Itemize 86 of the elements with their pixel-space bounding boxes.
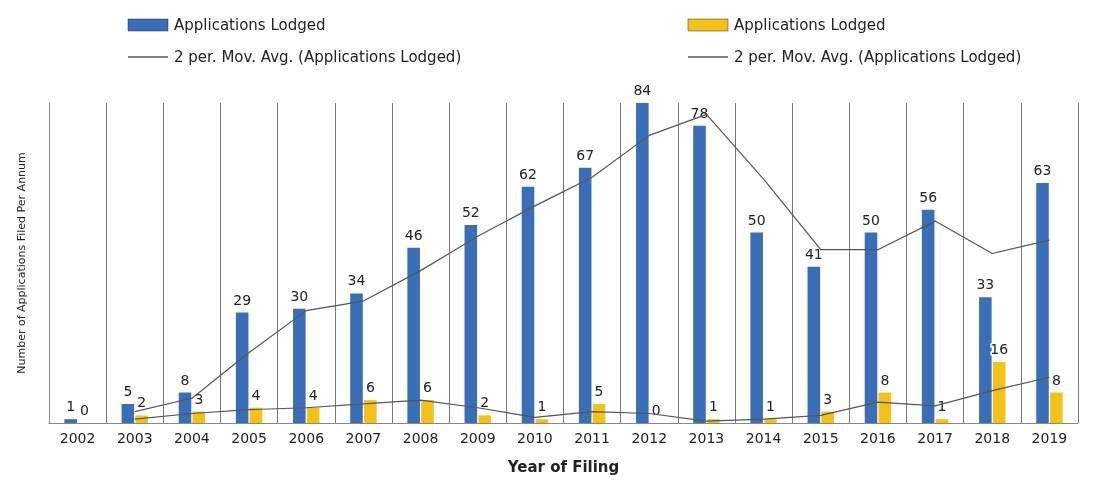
data-label: 56: [919, 188, 938, 205]
data-label: 2: [137, 394, 147, 411]
legend-label: Applications Lodged: [734, 15, 886, 34]
x-tick-label: 2013: [688, 430, 725, 446]
data-label: 84: [633, 82, 652, 98]
data-label: 8: [180, 371, 190, 388]
bar: [350, 293, 363, 423]
data-label: 6: [423, 379, 433, 396]
data-label: 0: [80, 402, 89, 418]
bar: [636, 103, 649, 423]
bar: [979, 297, 992, 423]
data-label: 34: [347, 272, 366, 289]
bar: [921, 209, 935, 423]
data-label: 8: [1051, 371, 1061, 388]
bar: [121, 403, 135, 423]
data-label: 2: [480, 394, 490, 411]
x-tick-label: 2014: [745, 430, 782, 446]
x-axis-title: Year of Filing: [506, 457, 620, 476]
x-tick-label: 2015: [802, 430, 839, 446]
data-label: 50: [747, 211, 766, 228]
data-label: 52: [461, 203, 480, 220]
data-label: 6: [365, 379, 375, 396]
bar: [1036, 183, 1049, 423]
data-label: 0: [651, 402, 661, 418]
data-label: 41: [804, 245, 823, 262]
x-tick-label: 2017: [917, 430, 953, 446]
data-label: 50: [862, 211, 880, 228]
bar: [693, 125, 706, 423]
data-label: 33: [976, 276, 995, 293]
data-label: 1: [708, 398, 718, 415]
data-label: 8: [880, 371, 890, 388]
data-label: 4: [308, 386, 318, 403]
bar: [807, 266, 821, 423]
x-tick-label: 2010: [517, 430, 553, 446]
data-label: 1: [66, 398, 76, 415]
bar: [864, 232, 878, 423]
x-tick-label: 2002: [59, 430, 96, 446]
data-label: 29: [233, 291, 252, 308]
bar: [464, 224, 478, 423]
data-label: 63: [1033, 162, 1052, 178]
data-label: 5: [123, 382, 133, 399]
data-label: 16: [990, 341, 1009, 358]
x-tick-label: 2007: [345, 430, 382, 446]
bar: [992, 362, 1006, 423]
bar: [535, 419, 549, 423]
bar: [364, 400, 377, 423]
x-tick-label: 2009: [459, 430, 496, 446]
data-label: 67: [576, 146, 595, 163]
data-label: 3: [194, 390, 204, 407]
x-tick-label: 2003: [116, 430, 153, 446]
legend-label: Applications Lodged: [174, 15, 326, 34]
bar: [521, 186, 535, 423]
data-label: 4: [251, 386, 261, 403]
bar: [306, 407, 320, 423]
y-axis-title: Number of Applications Filed Per Annum: [15, 152, 28, 374]
bar: [935, 419, 949, 423]
x-tick-label: 2012: [631, 430, 668, 446]
bar: [293, 308, 306, 423]
bar: [1050, 392, 1063, 423]
x-tick-label: 2004: [174, 430, 210, 446]
data-label: 5: [594, 382, 604, 399]
x-tick-label: 2019: [1031, 430, 1068, 446]
x-tick-label: 2016: [860, 430, 896, 446]
bar: [878, 392, 892, 423]
x-tick-label: 2006: [288, 430, 325, 446]
bar: [764, 419, 777, 423]
bar: [478, 415, 491, 423]
data-label: 62: [519, 165, 537, 182]
bar: [750, 232, 763, 423]
legend-label: 2 per. Mov. Avg. (Applications Lodged): [734, 47, 1022, 66]
legend-label: 2 per. Mov. Avg. (Applications Lodged): [174, 47, 462, 66]
x-tick-label: 2005: [231, 430, 267, 446]
data-label: 78: [690, 104, 709, 121]
data-label: 1: [537, 398, 547, 415]
bar: [407, 247, 420, 423]
x-tick-label: 2008: [402, 430, 439, 446]
bar: [578, 167, 592, 423]
data-label: 46: [404, 226, 423, 243]
x-tick-label: 2018: [974, 430, 1011, 446]
bar: [235, 312, 249, 423]
data-label: 1: [766, 398, 775, 415]
data-label: 3: [823, 390, 833, 407]
bar: [64, 419, 77, 423]
data-label: 30: [290, 287, 309, 304]
bar: [421, 400, 434, 423]
x-tick-label: 2011: [574, 430, 610, 446]
